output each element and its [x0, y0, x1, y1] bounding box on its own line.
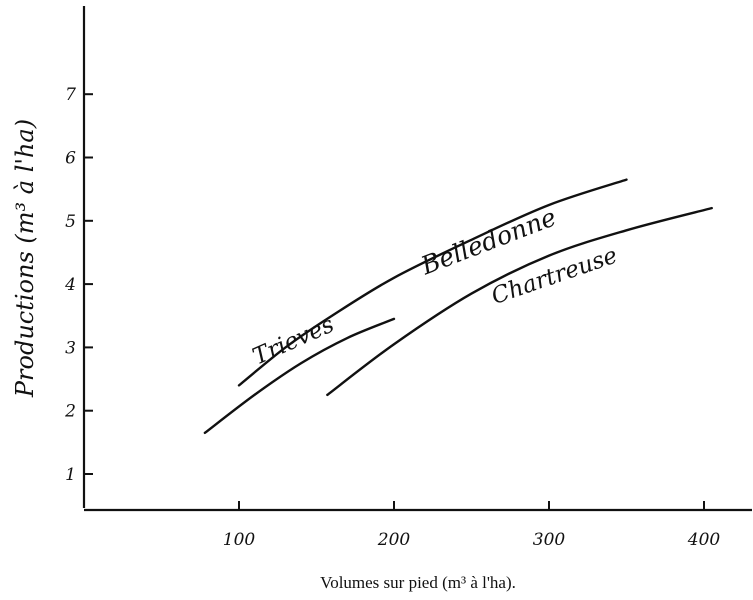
y-tick-label-4: 4 [64, 275, 76, 295]
tick-labels: 1 2 3 4 5 6 7 100 200 300 400 [64, 85, 720, 550]
x-axis-title: Volumes sur pied (m³ à l'ha). [320, 573, 516, 592]
series-label-trieves: Trieves [249, 312, 338, 371]
y-tick-label-5: 5 [65, 212, 76, 232]
y-tick-label-3: 3 [65, 338, 76, 358]
curve-chartreuse [326, 206, 713, 397]
x-tick-label-100: 100 [223, 530, 256, 550]
curves [203, 178, 713, 435]
y-tick-label-1: 1 [65, 465, 76, 485]
y-axis-title: Productions (m³ à l'ha) [11, 119, 39, 398]
y-tick-label-2: 2 [64, 402, 76, 422]
y-tick-label-7: 7 [65, 85, 76, 105]
curve-trieves [203, 317, 396, 435]
y-tick-label-6: 6 [65, 149, 76, 169]
tick-marks [84, 93, 705, 510]
x-tick-label-300: 300 [533, 530, 566, 550]
x-tick-label-200: 200 [377, 530, 411, 550]
x-tick-label-400: 400 [687, 530, 721, 550]
curve-belledonne [237, 178, 628, 387]
axes [82, 6, 752, 512]
